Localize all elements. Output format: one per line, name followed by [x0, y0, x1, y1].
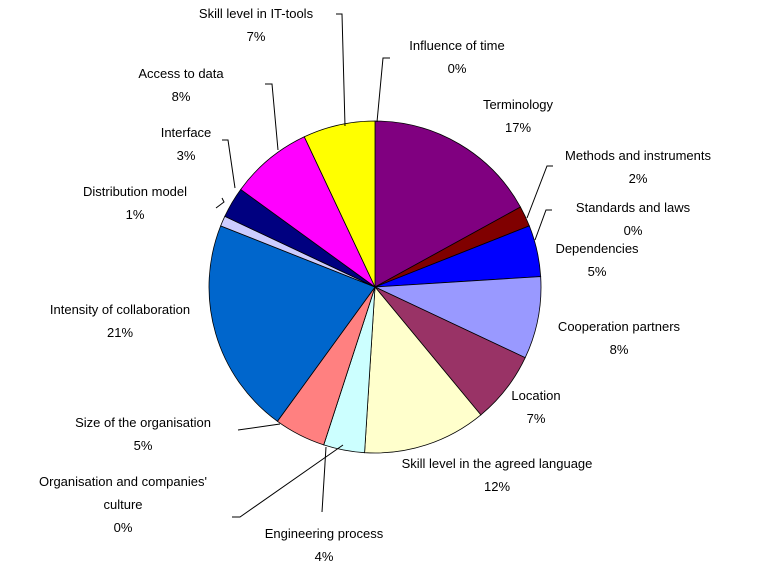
- slice-label: Size of the organisation: [75, 415, 211, 430]
- leader-line: [222, 139, 236, 189]
- slice-label: Location: [511, 388, 561, 403]
- slice-label: Interface: [160, 125, 212, 140]
- slice-value-label: 12%: [483, 479, 511, 494]
- slice-label: Terminology: [482, 97, 554, 112]
- slice-value-label: 7%: [246, 29, 266, 44]
- leader-line: [526, 165, 553, 219]
- leader-line: [215, 197, 225, 209]
- slice-value-label: 0%: [113, 520, 133, 535]
- slice-value-label: 2%: [628, 171, 648, 186]
- slice-label: Distribution model: [82, 184, 188, 199]
- slice-label: Skill level in the agreed language: [401, 456, 593, 471]
- slice-value-label: 5%: [133, 438, 153, 453]
- leader-line: [336, 13, 346, 127]
- slice-value-label: 21%: [106, 325, 134, 340]
- slice-value-label: 0%: [623, 223, 643, 238]
- slice-label: Influence of time: [409, 38, 505, 53]
- slice-value-label: 8%: [609, 342, 629, 357]
- slice-value-label: 7%: [526, 411, 546, 426]
- leader-line: [534, 209, 552, 241]
- slice-label: Cooperation partners: [557, 319, 681, 334]
- slice-value-label: 3%: [176, 148, 196, 163]
- slice-label: Intensity of collaboration: [49, 302, 191, 317]
- pie-slice: [303, 120, 376, 288]
- leader-line: [237, 423, 281, 431]
- slice-label: Skill level in IT-tools: [198, 6, 314, 21]
- pie-slice: [374, 120, 522, 288]
- slice-label: Dependencies: [555, 241, 639, 256]
- slice-label: Organisation and companies' culture: [39, 474, 207, 512]
- leader-line: [376, 57, 390, 123]
- pie-slice: [364, 285, 482, 454]
- slice-value-label: 5%: [587, 264, 607, 279]
- leader-line: [232, 444, 344, 518]
- pie-slice: [208, 225, 376, 422]
- leader-line: [265, 83, 279, 151]
- slice-value-label: 0%: [447, 61, 467, 76]
- slice-label: Access to data: [138, 66, 224, 81]
- slice-value-label: 4%: [314, 549, 334, 564]
- slice-value-label: 17%: [504, 120, 532, 135]
- slice-label: Engineering process: [264, 526, 384, 541]
- slice-value-label: 1%: [125, 207, 145, 222]
- slice-label: Standards and laws: [575, 200, 691, 215]
- slice-value-label: 8%: [171, 89, 191, 104]
- slice-label: Methods and instruments: [565, 148, 711, 163]
